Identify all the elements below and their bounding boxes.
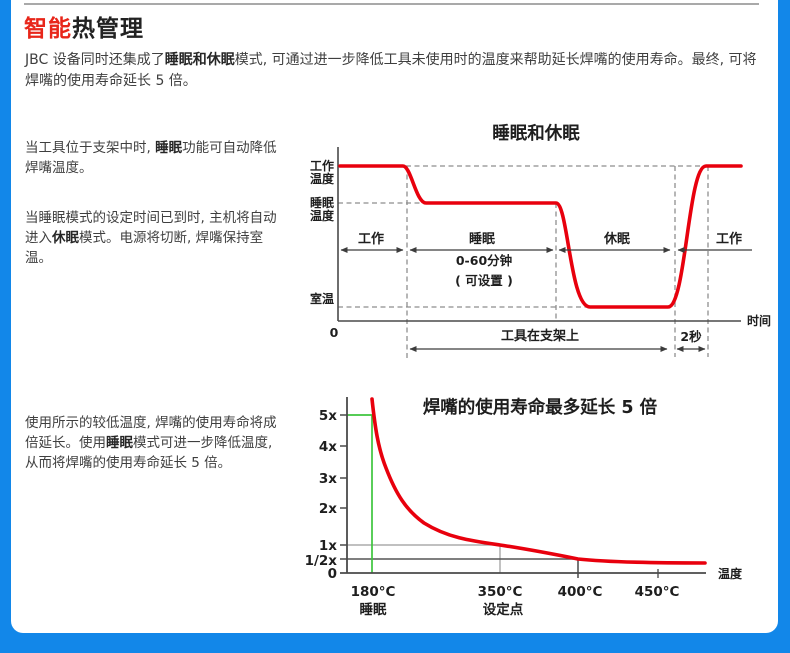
note1-seg2: 功能可自动降低焊嘴温度。 — [25, 140, 277, 176]
temperature-axis-label: 温度 — [718, 566, 743, 581]
intro-seg2: 模式, 可通过进一步降低工具未使用时的温度来帮助延长焊嘴的使用寿命。最终, 可将… — [25, 52, 757, 89]
note1-seg1: 当工具位于支架中时, — [25, 140, 156, 156]
ytick-5x: 5x — [319, 408, 337, 424]
phase-label-hibernation: 休眠 — [603, 231, 630, 247]
ytick-halfx: 1/2x — [305, 553, 338, 569]
chart2-title: 焊嘴的使用寿命最多延长 5 倍 — [423, 397, 658, 418]
side-note-tip-life: 使用所示的较低温度, 焊嘴的使用寿命将成倍延长。使用睡眠模式可进一步降低温度, … — [25, 413, 277, 473]
room-temp-label: 室温 — [310, 291, 334, 306]
guide-lines — [347, 414, 659, 578]
intro-bold: 睡眠和休眠 — [164, 52, 235, 68]
note3-bold: 睡眠 — [106, 435, 133, 451]
phase-label-work: 工作 — [358, 231, 384, 247]
tip-temperature-curve — [338, 164, 743, 309]
sleep-temp-label-line2: 温度 — [310, 208, 335, 223]
xtick-400: 400°C — [558, 584, 603, 600]
ytick-1x: 1x — [319, 538, 337, 554]
origin-label: 0 — [330, 325, 339, 340]
chart1-title: 睡眠和休眠 — [492, 123, 580, 144]
two-seconds-label: 2秒 — [680, 329, 702, 344]
sleep-configurable-label: ( 可设置 ) — [455, 273, 513, 288]
y-tick-marks — [340, 414, 347, 560]
sleep-temp-label-line1: 睡眠 — [310, 195, 334, 210]
chart2-axes — [340, 397, 706, 574]
note2-bold: 休眠 — [52, 230, 79, 246]
side-note-hibernation: 当睡眠模式的设定时间已到时, 主机将自动进入休眠模式。电源将切断, 焊嘴保持室温… — [25, 208, 277, 268]
sleep-hibernation-chart: 睡眠和休眠 工作 睡眠 休眠 — [310, 123, 771, 360]
xtick-450: 450°C — [635, 584, 680, 600]
phase-label-sleep: 睡眠 — [469, 231, 495, 247]
intro-seg1: JBC 设备同时还集成了 — [25, 52, 165, 68]
xtick-350-note: 设定点 — [483, 601, 524, 618]
ytick-0: 0 — [328, 566, 337, 582]
work-temp-label-line2: 温度 — [310, 171, 335, 186]
content-card: 智能热管理 JBC 设备同时还集成了睡眠和休眠模式, 可通过进一步降低工具未使用… — [11, 0, 778, 633]
top-divider — [24, 3, 759, 5]
ytick-3x: 3x — [319, 471, 337, 487]
side-note-sleep: 当工具位于支架中时, 睡眠功能可自动降低焊嘴温度。 — [25, 138, 277, 178]
sleep-temp-green-marker — [347, 414, 373, 573]
sleep-duration-label: 0-60分钟 — [456, 253, 512, 268]
page-title-accent: 智能 — [24, 16, 72, 42]
note2-seg2: 模式。电源将切断, 焊嘴保持室温。 — [25, 230, 264, 266]
work-temp-label-line1: 工作 — [310, 158, 334, 173]
page-title: 智能热管理 — [24, 9, 144, 43]
phase-arrows — [340, 247, 752, 352]
tool-on-stand-label: 工具在支架上 — [501, 328, 579, 344]
page-title-rest: 热管理 — [72, 16, 144, 42]
note3-seg1: 使用所示的较低温度, 焊嘴的使用寿命将成倍延长。使用 — [25, 415, 277, 451]
phase-label-work2: 工作 — [716, 231, 742, 247]
tip-life-curve — [370, 397, 707, 565]
half-x-guide-line — [347, 558, 579, 578]
intro-paragraph: JBC 设备同时还集成了睡眠和休眠模式, 可通过进一步降低工具未使用时的温度来帮… — [25, 50, 769, 92]
chart1-axes — [337, 147, 741, 322]
tip-life-chart: 焊嘴的使用寿命最多延长 5 倍 5x 4x 3x 2x 1x 1/2x 0 18… — [305, 397, 743, 618]
ytick-2x: 2x — [319, 501, 337, 517]
ytick-4x: 4x — [319, 439, 337, 455]
note3-seg2: 模式可进一步降低温度, 从而将焊嘴的使用寿命延长 5 倍。 — [25, 435, 273, 471]
xtick-180: 180°C — [351, 584, 396, 600]
xtick-350: 350°C — [478, 584, 523, 600]
xtick-180-note: 睡眠 — [360, 602, 387, 618]
note2-seg1: 当睡眠模式的设定时间已到时, 主机将自动进入 — [25, 210, 277, 246]
time-axis-label: 时间 — [747, 313, 771, 328]
note1-bold: 睡眠 — [155, 140, 183, 156]
